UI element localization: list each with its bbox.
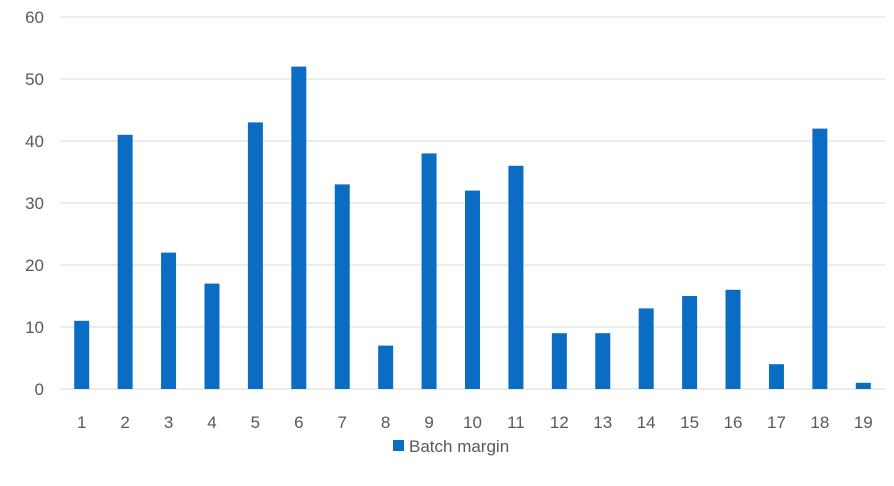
bars <box>74 66 871 390</box>
bar-5 <box>247 122 263 390</box>
x-tick-label: 2 <box>120 413 129 432</box>
x-tick-label: 15 <box>680 413 699 432</box>
legend-swatch <box>393 440 404 451</box>
x-tick-label: 19 <box>854 413 873 432</box>
x-tick-label: 11 <box>507 413 525 432</box>
x-tick-label: 18 <box>810 413 829 432</box>
x-tick-label: 16 <box>724 413 743 432</box>
bar-10 <box>465 190 480 389</box>
x-tick-label: 6 <box>294 413 303 432</box>
bar-7 <box>334 184 350 389</box>
x-tick-label: 14 <box>637 413 656 432</box>
x-axis-ticks: 1 2 3 4 5 6 7 8 9 10 11 12 13 14 15 16 17 18 19 <box>77 413 873 432</box>
x-tick-label: 9 <box>424 413 433 432</box>
y-tick-label: 40 <box>25 132 44 151</box>
x-tick-label: 4 <box>207 413 216 432</box>
y-tick-label: 60 <box>25 8 44 27</box>
bar-2 <box>117 134 133 389</box>
x-tick-label: 13 <box>593 413 612 432</box>
bar-3 <box>161 252 177 389</box>
y-tick-label: 0 <box>35 380 44 399</box>
bar-17 <box>768 364 784 389</box>
y-tick-label: 10 <box>25 318 44 337</box>
bar-8 <box>378 345 394 389</box>
legend-label: Batch margin <box>409 437 509 456</box>
bar-14 <box>638 308 654 389</box>
bar-18 <box>812 128 828 389</box>
bar-13 <box>595 333 611 389</box>
y-tick-label: 20 <box>25 256 44 275</box>
bar-11 <box>508 165 524 389</box>
x-tick-label: 17 <box>767 413 786 432</box>
x-tick-label: 8 <box>381 413 390 432</box>
legend: Batch margin <box>393 437 509 456</box>
x-tick-label: 1 <box>77 413 86 432</box>
bar-12 <box>551 333 567 389</box>
bar-9 <box>421 153 437 389</box>
y-tick-label: 30 <box>25 194 44 213</box>
x-tick-label: 7 <box>338 413 347 432</box>
y-axis-ticks: 0 10 20 30 40 50 60 <box>25 8 44 399</box>
x-tick-label: 3 <box>164 413 173 432</box>
bar-1 <box>74 320 90 389</box>
bar-4 <box>204 283 220 389</box>
x-tick-label: 10 <box>463 413 482 432</box>
bar-15 <box>682 296 698 389</box>
bar-19 <box>855 382 871 389</box>
y-tick-label: 50 <box>25 70 44 89</box>
bar-6 <box>291 66 307 389</box>
x-tick-label: 5 <box>251 413 260 432</box>
bar-16 <box>725 289 741 389</box>
x-tick-label: 12 <box>550 413 569 432</box>
